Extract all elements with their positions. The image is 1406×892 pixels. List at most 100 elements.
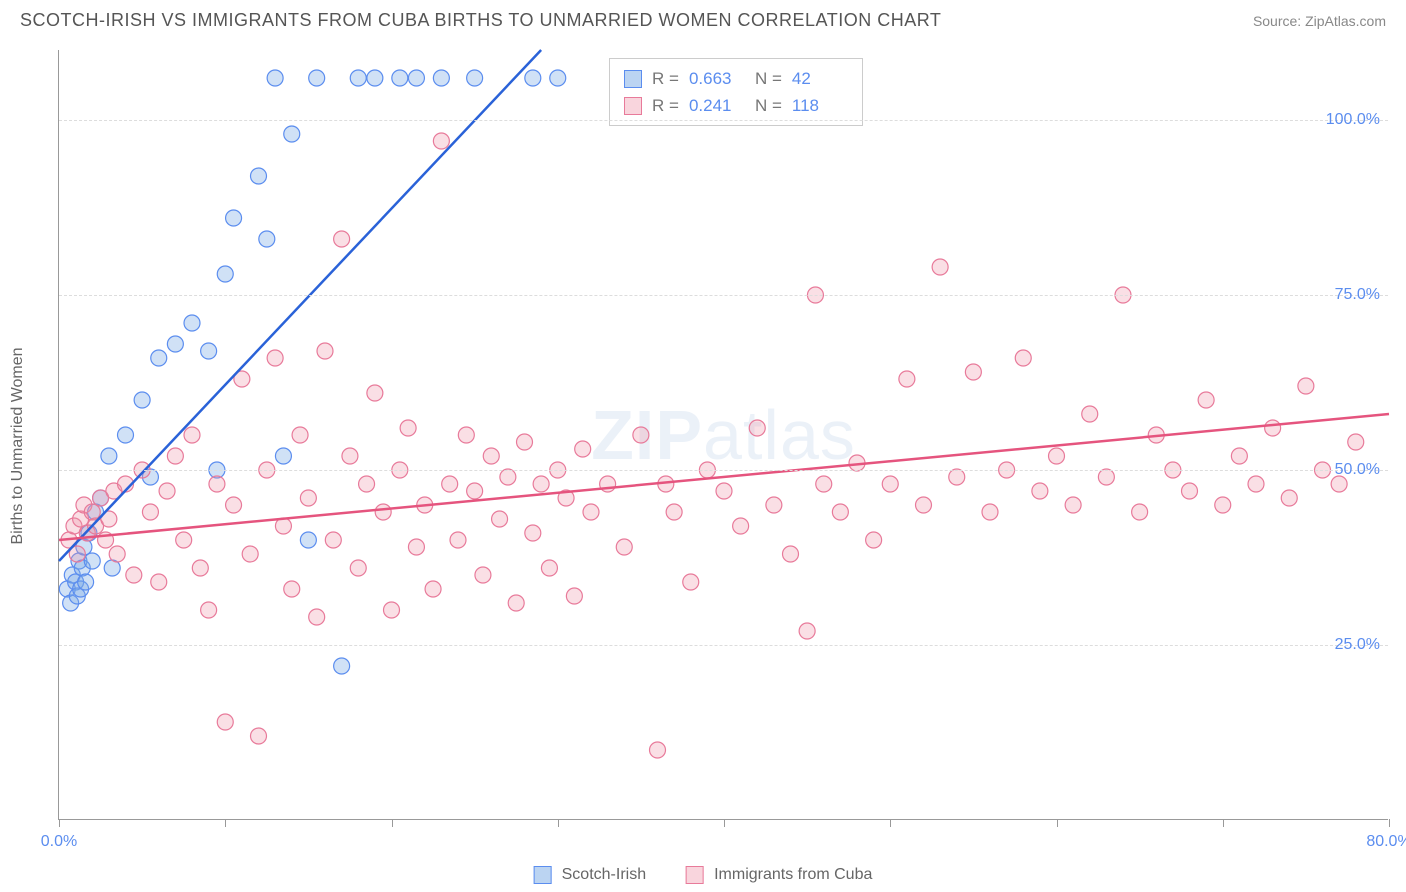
trend-line xyxy=(59,414,1389,540)
scatter-point xyxy=(209,476,225,492)
scatter-point xyxy=(167,336,183,352)
scatter-point xyxy=(342,448,358,464)
scatter-point xyxy=(375,504,391,520)
gridline-h xyxy=(59,120,1388,121)
r-value-cuba: 0.241 xyxy=(689,92,745,119)
scatter-point xyxy=(1032,483,1048,499)
scatter-point xyxy=(109,546,125,562)
scatter-point xyxy=(525,525,541,541)
scatter-point xyxy=(101,448,117,464)
scatter-point xyxy=(1082,406,1098,422)
chart-plot-area: ZIPatlas R = 0.663 N = 42 R = 0.241 N = … xyxy=(58,50,1388,820)
scatter-plot-svg xyxy=(59,50,1388,819)
stats-row-cuba: R = 0.241 N = 118 xyxy=(624,92,848,119)
scatter-point xyxy=(242,546,258,562)
n-value-scotch-irish: 42 xyxy=(792,65,848,92)
scatter-point xyxy=(650,742,666,758)
scatter-point xyxy=(118,427,134,443)
scatter-point xyxy=(683,574,699,590)
scatter-point xyxy=(226,497,242,513)
scatter-point xyxy=(616,539,632,555)
scatter-point xyxy=(508,595,524,611)
scatter-point xyxy=(541,560,557,576)
ytick-label: 25.0% xyxy=(1335,636,1380,654)
scatter-point xyxy=(492,511,508,527)
scatter-point xyxy=(350,70,366,86)
scatter-point xyxy=(832,504,848,520)
scatter-point xyxy=(433,70,449,86)
scatter-point xyxy=(408,539,424,555)
swatch-scotch-irish xyxy=(624,70,642,88)
n-value-cuba: 118 xyxy=(792,92,848,119)
ytick-label: 100.0% xyxy=(1326,111,1380,129)
scatter-point xyxy=(84,504,100,520)
scatter-point xyxy=(458,427,474,443)
scatter-point xyxy=(566,588,582,604)
scatter-point xyxy=(866,532,882,548)
scatter-point xyxy=(251,728,267,744)
xtick xyxy=(1057,819,1058,827)
scatter-point xyxy=(176,532,192,548)
scatter-point xyxy=(367,385,383,401)
legend-swatch-scotch-irish xyxy=(534,866,552,884)
xtick xyxy=(1389,819,1390,827)
scatter-point xyxy=(475,567,491,583)
scatter-point xyxy=(151,574,167,590)
scatter-point xyxy=(965,364,981,380)
scatter-point xyxy=(309,70,325,86)
scatter-point xyxy=(916,497,932,513)
scatter-point xyxy=(400,420,416,436)
xtick xyxy=(225,819,226,827)
scatter-point xyxy=(1065,497,1081,513)
source-prefix: Source: xyxy=(1253,13,1305,29)
scatter-point xyxy=(392,70,408,86)
scatter-point xyxy=(317,343,333,359)
xtick xyxy=(724,819,725,827)
scatter-point xyxy=(932,259,948,275)
y-axis-label: Births to Unmarried Women xyxy=(9,347,27,544)
scatter-point xyxy=(151,350,167,366)
scatter-point xyxy=(384,602,400,618)
scatter-point xyxy=(766,497,782,513)
scatter-point xyxy=(575,441,591,457)
legend-item-scotch-irish: Scotch-Irish xyxy=(534,866,646,884)
scatter-point xyxy=(284,126,300,142)
scatter-point xyxy=(84,553,100,569)
r-value-scotch-irish: 0.663 xyxy=(689,65,745,92)
scatter-point xyxy=(666,504,682,520)
scatter-point xyxy=(408,70,424,86)
scatter-point xyxy=(334,658,350,674)
scatter-point xyxy=(159,483,175,499)
scatter-point xyxy=(1248,476,1264,492)
scatter-point xyxy=(1098,469,1114,485)
gridline-h xyxy=(59,645,1388,646)
scatter-point xyxy=(483,448,499,464)
scatter-point xyxy=(899,371,915,387)
scatter-point xyxy=(733,518,749,534)
scatter-point xyxy=(533,476,549,492)
scatter-point xyxy=(325,532,341,548)
scatter-point xyxy=(226,210,242,226)
scatter-point xyxy=(78,574,94,590)
xtick xyxy=(558,819,559,827)
scatter-point xyxy=(267,350,283,366)
scatter-point xyxy=(334,231,350,247)
scatter-point xyxy=(359,476,375,492)
scatter-point xyxy=(949,469,965,485)
xtick xyxy=(392,819,393,827)
stats-box: R = 0.663 N = 42 R = 0.241 N = 118 xyxy=(609,58,863,126)
xtick xyxy=(1223,819,1224,827)
scatter-point xyxy=(142,504,158,520)
xtick xyxy=(59,819,60,827)
scatter-point xyxy=(500,469,516,485)
scatter-point xyxy=(425,581,441,597)
scatter-point xyxy=(467,70,483,86)
scatter-point xyxy=(1215,497,1231,513)
scatter-point xyxy=(1265,420,1281,436)
stats-row-scotch-irish: R = 0.663 N = 42 xyxy=(624,65,848,92)
scatter-point xyxy=(1182,483,1198,499)
scatter-point xyxy=(517,434,533,450)
scatter-point xyxy=(192,560,208,576)
xtick xyxy=(890,819,891,827)
legend-label-scotch-irish: Scotch-Irish xyxy=(562,866,646,884)
